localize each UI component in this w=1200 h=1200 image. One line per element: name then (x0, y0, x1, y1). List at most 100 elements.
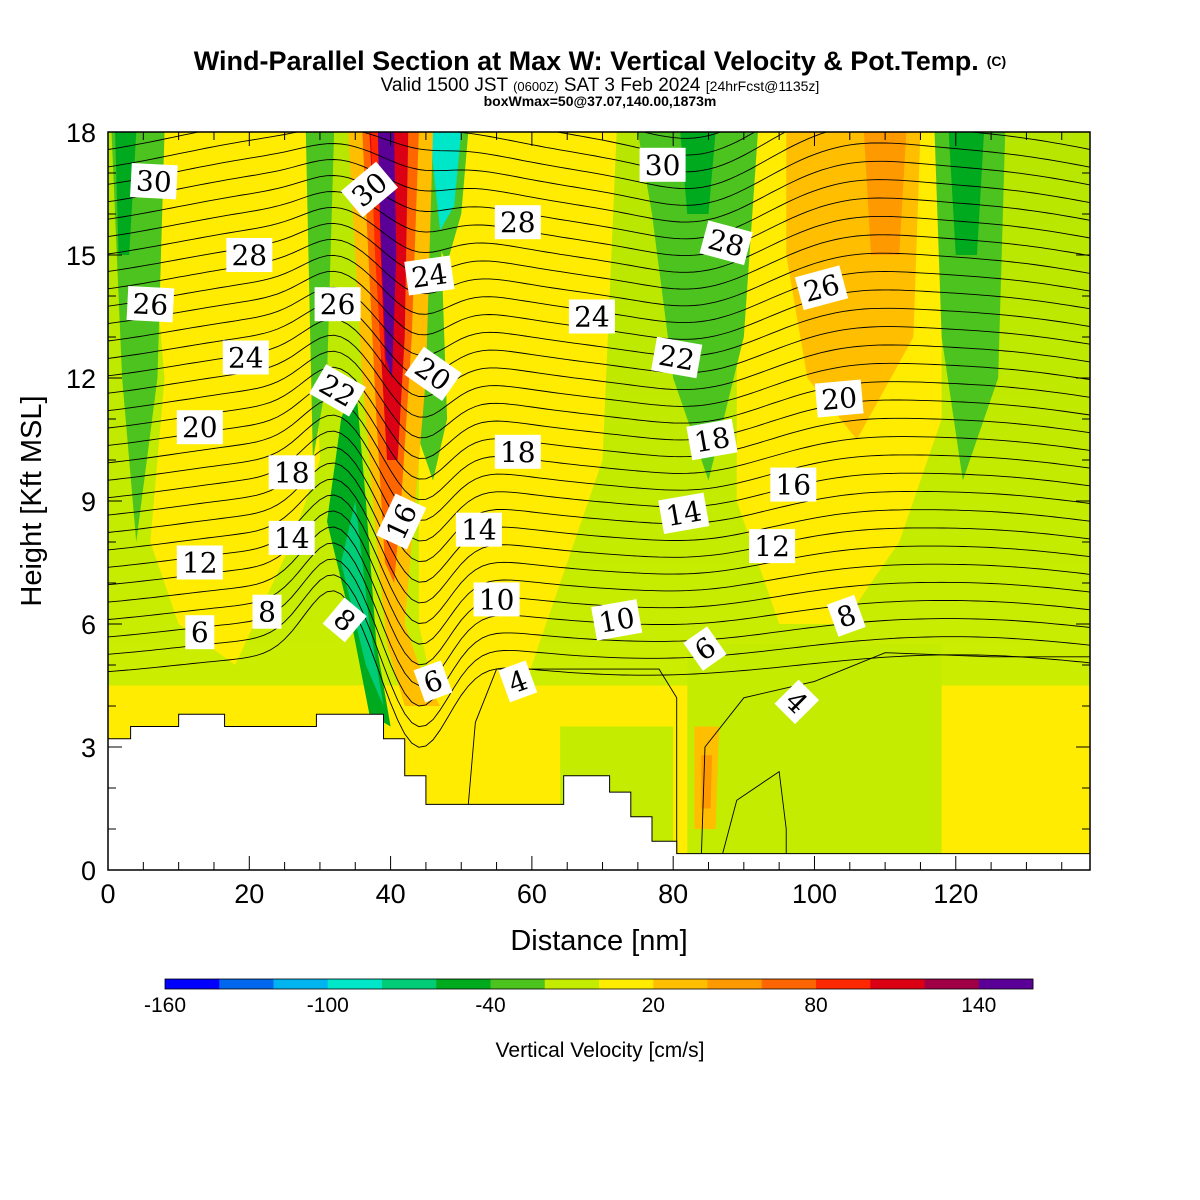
contour-label-text: 12 (182, 547, 218, 580)
contour-label-text: 18 (692, 421, 733, 460)
contour-label-box (651, 336, 703, 379)
isentrope-line (108, 286, 1090, 357)
contour-labels: 30 28 26 24 20 18 14 12 8 6 26 22 8 30 24 20 16 6 28 24 18 14… (126, 147, 866, 725)
contour-label-box (404, 255, 455, 296)
colorbar-tick-label: -160 (144, 994, 186, 1017)
isentrope-line (108, 350, 1090, 439)
contour-label-text: 14 (461, 514, 497, 547)
contour-label-box (404, 346, 462, 402)
contour-label-text: 24 (410, 257, 450, 295)
contour-label-text: 18 (274, 456, 310, 489)
contour-label-box (770, 467, 817, 502)
isentrope-line (108, 318, 1090, 397)
isentrope-line (108, 142, 1090, 206)
colorbar-swatch (761, 979, 817, 989)
y-tick-label: 3 (81, 733, 96, 763)
colorbar-tick-label: -40 (475, 994, 505, 1017)
isentrope-line (108, 462, 1090, 583)
contour-label-text: 10 (596, 601, 637, 640)
contour-label: 24 (404, 255, 455, 296)
contour-label: 6 (185, 615, 215, 650)
colorbar-swatch (165, 979, 220, 989)
contour-label: 8 (826, 594, 866, 637)
chart-title: Wind-Parallel Section at Max W: Vertical… (194, 46, 1006, 76)
contour-label-box (413, 660, 453, 703)
contour-label-box (268, 455, 315, 490)
x-tick-label: 0 (100, 879, 115, 909)
contour-label-text: 24 (228, 342, 264, 375)
y-axis-label: Height [Kft MSL] (16, 395, 48, 606)
contour-label: 12 (176, 545, 223, 580)
contour-label: 14 (658, 492, 710, 535)
contour-label-box (658, 492, 710, 535)
colorbar-title: Vertical Velocity [cm/s] (496, 1039, 705, 1062)
contour-label: 20 (176, 410, 223, 445)
contour-label: 26 (314, 287, 361, 322)
contour-label-text: 28 (231, 239, 267, 272)
isentrope-line (108, 510, 1090, 645)
contour-label-box (268, 520, 315, 555)
x-tick-label: 80 (658, 879, 688, 909)
isentrope-line (108, 526, 1090, 666)
colorbar-tick-label: 140 (961, 994, 996, 1017)
colorbar-tick-label: 80 (804, 994, 827, 1017)
isentrope-line (108, 191, 1090, 257)
colorbar-swatch (707, 979, 763, 989)
plot-area (108, 132, 1090, 870)
y-tick-label: 9 (81, 487, 96, 517)
contour-label-text: 12 (754, 530, 790, 563)
isentrope-line (108, 414, 1090, 521)
colorbar-swatch (816, 979, 871, 989)
contour-label: 14 (455, 512, 502, 547)
x-tick-label: 120 (933, 879, 978, 909)
updraft-max-right (863, 132, 907, 255)
low-level-neutral-right (687, 644, 942, 854)
x-tick-label: 40 (376, 879, 406, 909)
colorbar-swatch (653, 979, 708, 989)
contour-label-text: 26 (320, 288, 356, 321)
contour-label-box (126, 286, 175, 323)
colorbar: -160 -100 -40 20 80 140 (144, 978, 1034, 1017)
colorbar-swatch (544, 979, 600, 989)
isentrope-line (108, 175, 1090, 240)
colorbar-tick-label: -100 (307, 994, 349, 1017)
colorbar-frame (164, 978, 1034, 990)
contour-label-box (252, 594, 282, 629)
contour-label: 24 (222, 340, 269, 375)
contour-label-box (494, 434, 541, 469)
contour-label-text: 6 (191, 616, 209, 649)
contour-label: 18 (494, 434, 541, 469)
contour-label: 6 (413, 660, 453, 703)
contour-label-text: 24 (574, 301, 610, 334)
downdraft-lee-top (429, 132, 462, 231)
terrain-mask (108, 713, 1090, 870)
contour-label-text: 14 (663, 494, 704, 533)
isentrope-line (108, 302, 1090, 377)
contour-label-box (699, 220, 753, 266)
colorbar-swatch (382, 979, 437, 989)
contour-label-box (591, 599, 643, 641)
contour-label: 28 (226, 238, 273, 272)
colorbar-swatch (599, 979, 654, 989)
axes: 0 20 40 60 80 100 120 0 3 6 9 12 15 18 (66, 118, 1090, 909)
contour-label-box (498, 660, 538, 703)
contour-label: 26 (126, 286, 175, 323)
contour-label-text: 26 (132, 287, 169, 322)
downdraft-right (934, 132, 1006, 481)
contour-label-box (686, 418, 738, 461)
isentrope-line (108, 132, 1090, 190)
contour-label: 30 (130, 163, 178, 200)
colorbar-swatch (870, 979, 925, 989)
isentrope-line (108, 159, 1090, 223)
contour-label: 10 (591, 599, 643, 641)
contour-label-text: 18 (500, 436, 536, 469)
isentrope-line (108, 398, 1090, 501)
contour-label-box (222, 340, 269, 375)
contour-label: 16 (770, 467, 817, 502)
contour-label-box (473, 582, 520, 617)
contour-label-box (749, 529, 796, 564)
contour-label: 18 (686, 418, 738, 461)
y-tick-label: 0 (81, 856, 96, 886)
colorbar-swatch (273, 979, 329, 989)
